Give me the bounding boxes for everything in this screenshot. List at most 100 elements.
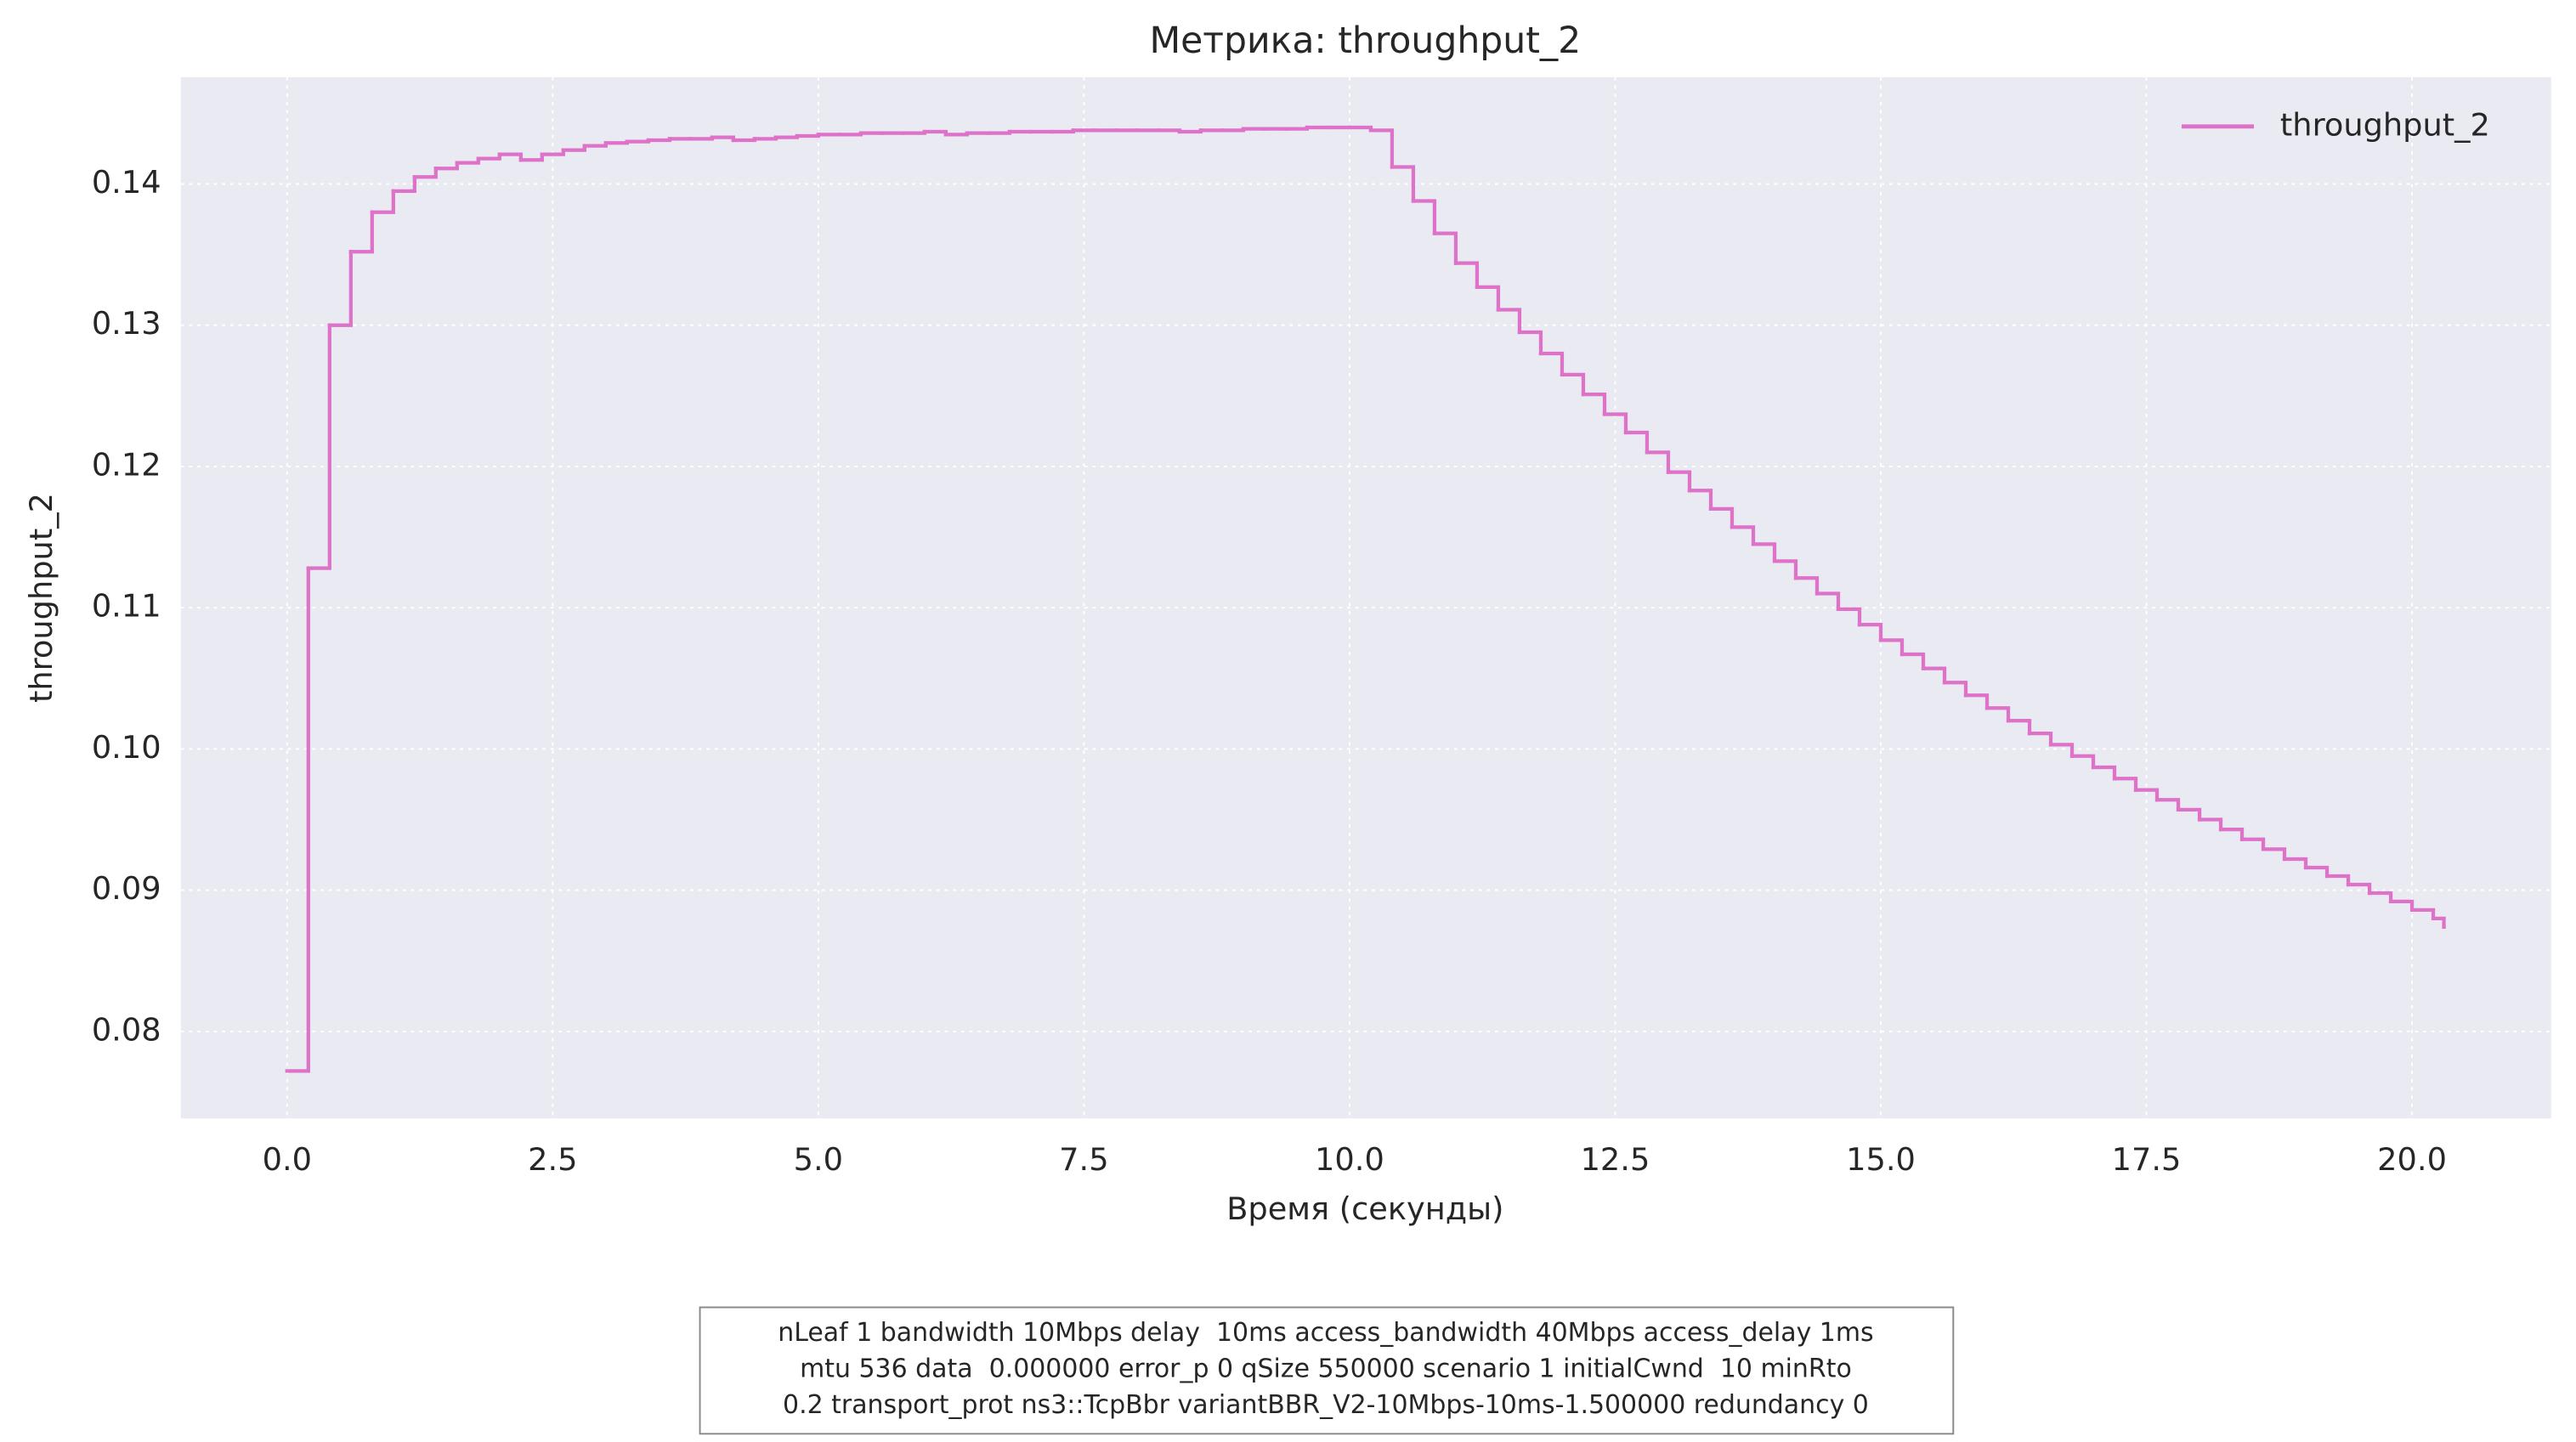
line-step — [1687, 489, 1713, 511]
line-step — [646, 137, 671, 143]
line-step — [1984, 706, 2011, 723]
line-step — [518, 152, 544, 162]
line-step — [2006, 719, 2032, 736]
line-step — [1836, 607, 1862, 627]
note-line: 0.2 transport_prot ns3::TcpBbr variantBB… — [783, 1390, 1869, 1420]
line-step — [1368, 128, 1395, 169]
line-step — [2197, 817, 2223, 832]
line-step — [1156, 128, 1182, 134]
plot-area — [180, 76, 2551, 1119]
line-step — [2091, 765, 2117, 781]
y-tick-label: 0.12 — [92, 446, 161, 483]
line-step — [2346, 882, 2372, 896]
line-step — [752, 135, 778, 141]
line-step — [1496, 308, 1522, 335]
x-tick-label: 2.5 — [528, 1141, 577, 1178]
line-step — [943, 131, 970, 137]
line-step — [688, 135, 714, 141]
line-step — [1730, 525, 1756, 546]
line-step — [1772, 559, 1798, 580]
x-tick-label: 12.5 — [1581, 1141, 1650, 1178]
line-step — [837, 131, 863, 137]
legend-label: throughput_2 — [2280, 106, 2490, 143]
line-step — [1411, 199, 1437, 235]
line-step — [1050, 128, 1076, 134]
line-step — [1899, 652, 1926, 670]
line-step — [1878, 638, 1905, 657]
line-step — [1921, 666, 1947, 685]
line-step — [1560, 372, 1586, 397]
line-step — [986, 129, 1012, 135]
line-step — [1751, 542, 1777, 563]
x-tick-label: 20.0 — [2377, 1141, 2447, 1178]
line-step — [625, 138, 650, 144]
x-axis-label: Время (секунды) — [1226, 1190, 1503, 1227]
line-step — [2388, 899, 2415, 913]
note-line: nLeaf 1 bandwidth 10Mbps delay 10ms acce… — [778, 1318, 1873, 1348]
x-tick-label: 0.0 — [263, 1141, 312, 1178]
y-tick-label: 0.14 — [92, 164, 161, 201]
note-line: mtu 536 data 0.000000 error_p 0 qSize 55… — [800, 1354, 1852, 1383]
line-step — [348, 210, 374, 254]
line-step — [2282, 857, 2308, 870]
line-step — [2048, 743, 2075, 758]
line-step — [1815, 591, 1841, 611]
y-tick-label: 0.13 — [92, 305, 161, 342]
y-axis-label: throughput_2 — [23, 493, 59, 703]
line-step — [1708, 506, 1735, 529]
line-step — [2303, 865, 2330, 879]
line-step — [285, 566, 310, 1073]
line-step — [2027, 731, 2053, 747]
line-step — [731, 137, 756, 143]
line-step — [1283, 125, 1310, 131]
chart-title: Метрика: throughput_2 — [1149, 20, 1581, 62]
line-step — [2367, 891, 2393, 904]
line-step — [370, 189, 395, 214]
line-step — [1793, 576, 1820, 596]
x-tick-label: 15.0 — [1846, 1141, 1916, 1178]
x-tick-label: 5.0 — [794, 1141, 843, 1178]
x-tick-label: 10.0 — [1315, 1141, 1384, 1178]
line-step — [1645, 450, 1671, 474]
line-step — [2069, 754, 2096, 770]
line-step — [1581, 393, 1607, 416]
line-step — [2112, 777, 2138, 792]
line-step — [2218, 828, 2245, 841]
line-step — [306, 323, 331, 570]
line-step — [1390, 165, 1416, 203]
line-step — [1475, 285, 1501, 312]
y-tick-label: 0.08 — [92, 1011, 161, 1048]
line-step — [2324, 874, 2351, 887]
y-tick-label: 0.10 — [92, 729, 161, 766]
y-tick-label: 0.09 — [92, 870, 161, 907]
line-step — [2176, 807, 2202, 822]
line-step — [1942, 681, 1968, 698]
line-step — [1538, 351, 1565, 377]
line-step — [1453, 261, 1480, 289]
line-step — [773, 133, 799, 139]
line-step — [1517, 330, 1543, 356]
line-step — [1857, 622, 1883, 642]
line-step — [2239, 837, 2266, 851]
line-step — [795, 133, 820, 139]
line-step — [2409, 908, 2436, 920]
line-step — [327, 250, 353, 327]
line-step — [2431, 916, 2446, 929]
line-step — [433, 161, 459, 171]
line-step — [1623, 430, 1650, 455]
line-step — [2154, 798, 2181, 812]
line-step — [2133, 788, 2160, 802]
note-box — [699, 1306, 1955, 1435]
line-step — [1432, 231, 1458, 265]
line-step — [1666, 470, 1692, 493]
line-step — [1177, 128, 1203, 134]
line-step — [1602, 412, 1628, 435]
line-step — [1220, 127, 1246, 133]
y-tick-label: 0.11 — [92, 588, 161, 625]
line-step — [1963, 693, 1990, 710]
line-step — [412, 167, 438, 179]
x-tick-label: 17.5 — [2112, 1141, 2182, 1178]
line-step — [603, 139, 629, 145]
